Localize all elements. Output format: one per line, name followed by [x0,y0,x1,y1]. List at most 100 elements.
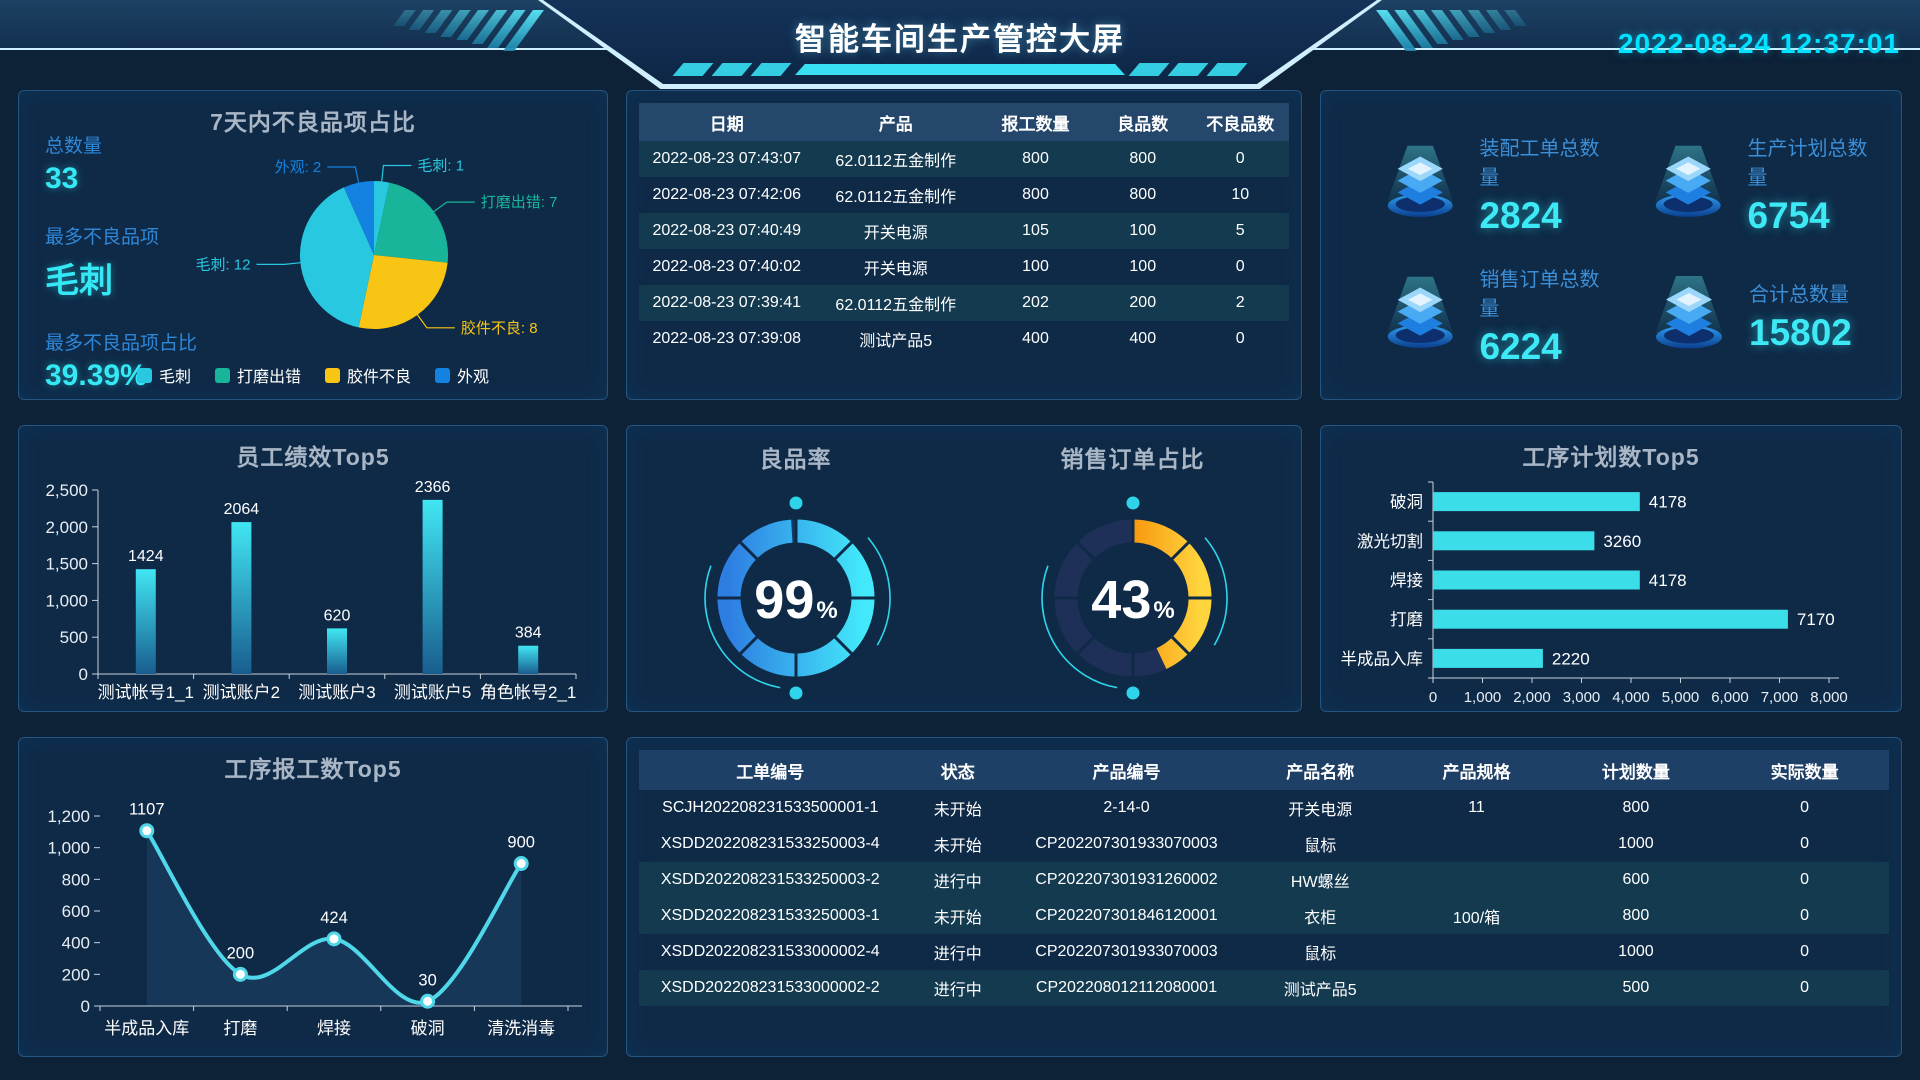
svg-text:打磨: 打磨 [223,1019,257,1038]
table-cell: 800 [1551,898,1721,934]
table-cell: 未开始 [933,802,982,819]
stat-top-defect: 最多不良品项 毛刺 [45,222,197,302]
gauge-svg: 99% [700,496,891,700]
table-column-header: 报工数量 [977,103,1094,141]
svg-text:2220: 2220 [1552,649,1590,668]
svg-text:1,000: 1,000 [45,591,88,610]
svg-text:半成品入库: 半成品入库 [104,1019,189,1038]
table-column-header: 产品名称 [1239,750,1402,790]
table-column-header: 产品编号 [1014,750,1239,790]
stat-top-defect-ratio: 最多不良品项占比 39.39% [45,328,197,393]
table-cell: 100 [1022,258,1049,275]
legend-item[interactable]: 外观 [435,363,489,387]
stat-value: 毛刺 [45,262,113,300]
pie-svg: 毛刺: 1 打磨出错: 7 胶件不良: 8 毛刺: 12 外观: 2 [195,157,558,337]
svg-text:400: 400 [62,934,90,953]
table-row: XSDD202208231533000002-2 进行中 CP20220801211… [639,970,1889,1006]
svg-text:打磨出错: 7: 打磨出错: 7 [481,194,558,211]
table-cell: 800 [1129,186,1157,203]
table-row: XSDD202208231533250003-2 进行中 CP20220730193… [639,862,1889,898]
table-cell: 测试产品5 [1239,970,1402,1006]
table-cell: 100/箱 [1401,898,1552,934]
svg-text:99%: 99% [754,570,837,630]
svg-text:8,000: 8,000 [1810,689,1848,706]
table-cell: 未开始 [901,898,1014,934]
table-cell: 进行中 [901,970,1014,1006]
stat-card-label: 销售订单总数量 [1479,269,1600,320]
table-cell: 2022-08-23 07:39:08 [652,330,802,347]
legend-label: 胶件不良 [347,369,412,386]
svg-text:600: 600 [62,902,90,921]
hbar-svg: 0 1,000 2,000 3,000 4,000 5,000 6,000 7,000 8,00… [1341,481,1848,706]
panel-report-table: 日期 产品 报工数量 良品数 不良品数 2022-08-23 07:43:07 62.011… [626,90,1302,400]
legend-item[interactable]: 胶件不良 [325,363,411,387]
data-table: 日期 产品 报工数量 良品数 不良品数 2022-08-23 07:43:07 62.011… [639,103,1289,357]
defect-pie-legend: 毛刺 打磨出错 胶件不良 外观 [39,363,587,387]
table-row: XSDD202208231533250003-4 未开始 CP20220730193… [639,826,1889,862]
work-order-table: 工单编号 状态 产品编号 产品名称 产品规格 计划数量 实际数量 SCJH2022082315… [627,738,1901,1006]
stat-label: 最多不良品项占比 [45,333,198,354]
svg-text:外观: 2: 外观: 2 [275,159,322,176]
svg-text:打磨: 打磨 [1390,610,1423,629]
table-column-header: 工单编号 [639,750,902,790]
table-cell: 400 [1129,330,1157,347]
svg-text:焊接: 焊接 [1390,571,1423,590]
table-cell: 2022-08-23 07:39:41 [639,285,815,321]
table-cell: 10 [1231,186,1250,203]
table-cell: 衣柜 [1239,898,1402,934]
table-cell: HW螺丝 [1239,862,1402,898]
panel-process-report: 工序报工数Top5 0 200 400 600 800 1,000 1,200 1107 半成品… [18,737,608,1057]
svg-text:7170: 7170 [1797,610,1835,629]
table-cell: 2022-08-23 07:42:06 [652,186,802,203]
svg-text:胶件不良: 8: 胶件不良: 8 [461,320,538,337]
stat-card: 生产计划总数量 6754 [1617,119,1885,250]
gauge-svg: 43% [1037,496,1228,700]
svg-text:800: 800 [62,870,90,889]
svg-text:角色帐号2_1: 角色帐号2_1 [480,683,576,702]
table-cell [1401,970,1552,1006]
svg-text:500: 500 [60,628,88,647]
table-cell: 62.0112五金制作 [814,141,977,177]
svg-text:200: 200 [62,965,90,984]
table-cell: 0 [1720,862,1889,898]
header: 智能车间生产管控大屏 2022-08-24 12:37:01 [0,0,1920,92]
svg-text:2366: 2366 [415,479,451,496]
stat-card-value: 2824 [1479,195,1562,236]
defect-stats: 总数量 33 最多不良品项 毛刺 最多不良品项占比 39.39% [45,131,197,419]
svg-text:2064: 2064 [224,501,260,518]
table-cell [1402,934,1552,970]
svg-text:2,500: 2,500 [45,481,88,500]
svg-text:测试账户5: 测试账户5 [394,683,471,702]
legend-swatch [214,367,230,383]
svg-text:半成品入库: 半成品入库 [1341,649,1424,668]
table-cell: CP202208012112080001 [1014,970,1239,1006]
table-cell: XSDD202208231533250003-1 [639,898,902,934]
staff-bar-chart: 0 500 1,000 1,500 2,000 2,500 1424 测试帐号1_1 2064 测… [34,470,594,713]
table-row: 2022-08-23 07:43:07 62.0112五金制作 800 800 0 [639,141,1289,177]
legend-item[interactable]: 毛刺 [136,363,191,387]
table-cell [1401,862,1552,898]
table-cell: CP202207301931260002 [1014,862,1239,898]
table-cell: 0 [1800,835,1810,852]
svg-text:3,000: 3,000 [1563,689,1601,706]
stat-card-value: 6224 [1479,326,1562,367]
panel-staff-performance: 员工绩效Top5 0 500 1,000 1,500 2,000 2,500 1424 测试帐… [18,425,608,712]
table-cell: 500 [1551,970,1721,1006]
svg-text:测试帐号1_1: 测试帐号1_1 [98,683,194,702]
legend-item[interactable]: 打磨出错 [214,363,301,387]
svg-text:激光切割: 激光切割 [1357,532,1423,551]
svg-text:2,000: 2,000 [45,518,88,537]
report-line-chart: 0 200 400 600 800 1,000 1,200 1107 半成品入库 200 打磨 424… [34,790,594,1051]
table-cell: 0 [1235,330,1245,347]
svg-text:4178: 4178 [1649,571,1687,590]
table-cell: 开关电源 [814,213,977,249]
yield-gauge-block: 良品率 99% [678,440,914,721]
table-cell: 100 [1094,213,1192,249]
table-cell: 2022-08-23 07:40:49 [639,213,815,249]
table-cell: 2-14-0 [1103,799,1150,816]
svg-text:测试账户2: 测试账户2 [203,683,280,702]
table-column-header: 产品 [814,103,977,141]
table-row: SCJH202208231533500001-1 未开始 2-14-0 开关电源 11 8… [639,790,1889,826]
table-cell: 105 [977,213,1094,249]
